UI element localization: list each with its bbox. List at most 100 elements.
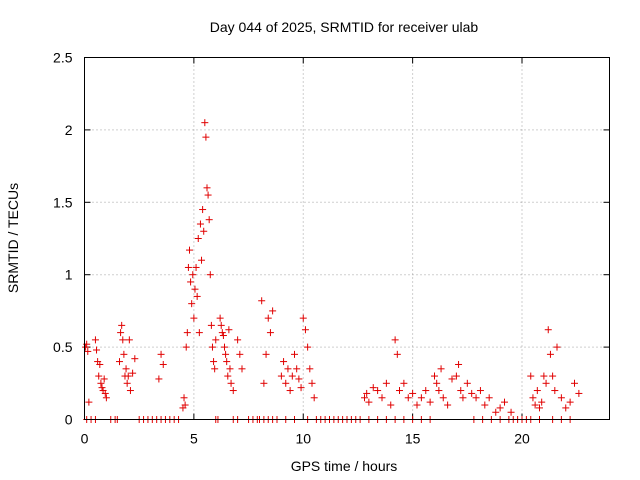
data-point — [435, 387, 443, 395]
data-point — [205, 216, 213, 224]
data-point — [501, 398, 508, 406]
data-point — [527, 372, 535, 380]
data-point — [301, 326, 309, 334]
data-point — [459, 394, 467, 402]
data-point — [93, 346, 101, 354]
data-point — [116, 358, 123, 366]
data-point — [193, 292, 201, 300]
data-point — [191, 285, 199, 293]
data-point — [194, 235, 202, 242]
data-point — [575, 389, 583, 397]
data-point — [225, 326, 233, 334]
data-point — [122, 365, 130, 373]
data-point — [124, 372, 132, 380]
data-point — [286, 387, 294, 395]
data-point — [202, 133, 210, 141]
data-point — [206, 271, 214, 279]
data-point — [533, 387, 541, 395]
data-point — [119, 336, 127, 344]
data-point — [186, 246, 193, 254]
data-point — [492, 408, 500, 416]
x-tick-label: 20 — [514, 431, 530, 447]
x-tick-labels: 0 5 10 15 20 — [81, 431, 530, 447]
data-point — [538, 398, 546, 406]
y-axis-label: SRMTID / TECUs — [5, 183, 21, 293]
data-point — [269, 307, 277, 315]
data-point — [182, 343, 190, 351]
data-point — [123, 379, 131, 387]
data-point — [188, 300, 196, 308]
data-point — [238, 365, 246, 373]
data-points — [82, 119, 583, 423]
data-point — [234, 336, 242, 344]
data-point — [84, 347, 92, 355]
data-point — [291, 350, 298, 358]
data-point — [457, 387, 465, 395]
data-point — [481, 401, 489, 409]
data-point — [222, 350, 230, 358]
data-point — [207, 321, 215, 329]
data-point — [129, 369, 137, 377]
x-axis-label: GPS time / hours — [291, 458, 398, 474]
data-point — [91, 336, 99, 344]
data-point — [455, 360, 463, 368]
data-point — [476, 387, 484, 395]
data-point — [361, 394, 368, 402]
data-point — [531, 401, 539, 409]
data-point — [284, 365, 292, 373]
data-point — [184, 263, 192, 271]
data-point — [452, 372, 460, 380]
data-point — [540, 372, 548, 380]
data-point — [98, 384, 106, 392]
data-point — [258, 297, 266, 305]
data-point — [496, 404, 504, 412]
data-point — [293, 365, 301, 373]
data-point — [223, 358, 231, 366]
data-point — [542, 379, 550, 387]
y-tick-labels: 0 0.5 1 1.5 2 2.5 — [53, 50, 73, 428]
data-point — [553, 343, 561, 351]
data-point — [100, 375, 108, 383]
data-point — [159, 360, 167, 368]
data-point — [393, 350, 401, 358]
data-point — [101, 389, 109, 397]
data-point — [382, 379, 390, 387]
y-tick-label: 1 — [65, 267, 73, 283]
data-point — [433, 379, 441, 387]
data-point — [566, 398, 574, 406]
data-point — [96, 360, 104, 368]
data-point — [485, 394, 493, 402]
data-point — [196, 220, 204, 228]
data-point — [546, 350, 554, 358]
x-tick-label: 15 — [405, 431, 421, 447]
data-point — [198, 256, 206, 264]
data-point — [195, 329, 203, 337]
data-point — [280, 358, 288, 366]
data-point — [472, 394, 480, 402]
data-point — [571, 379, 578, 387]
data-point — [200, 227, 208, 235]
data-point — [219, 332, 227, 340]
data-point — [404, 394, 412, 402]
data-point — [201, 119, 209, 127]
data-point — [227, 379, 235, 387]
data-point — [204, 191, 212, 199]
data-point — [557, 394, 565, 402]
data-point — [262, 350, 270, 358]
data-point — [120, 350, 128, 358]
y-tick-label: 0 — [65, 412, 73, 428]
plot-frame — [84, 57, 610, 420]
data-point — [131, 355, 139, 363]
data-point — [437, 365, 445, 373]
data-point — [125, 336, 133, 344]
data-point — [218, 329, 226, 337]
y-tick-label: 1.5 — [53, 194, 73, 210]
data-point — [396, 387, 403, 395]
data-point — [439, 394, 447, 402]
data-point — [266, 329, 274, 337]
data-point — [117, 329, 125, 337]
data-point — [95, 372, 103, 380]
data-point — [208, 343, 216, 351]
data-point — [189, 271, 197, 279]
